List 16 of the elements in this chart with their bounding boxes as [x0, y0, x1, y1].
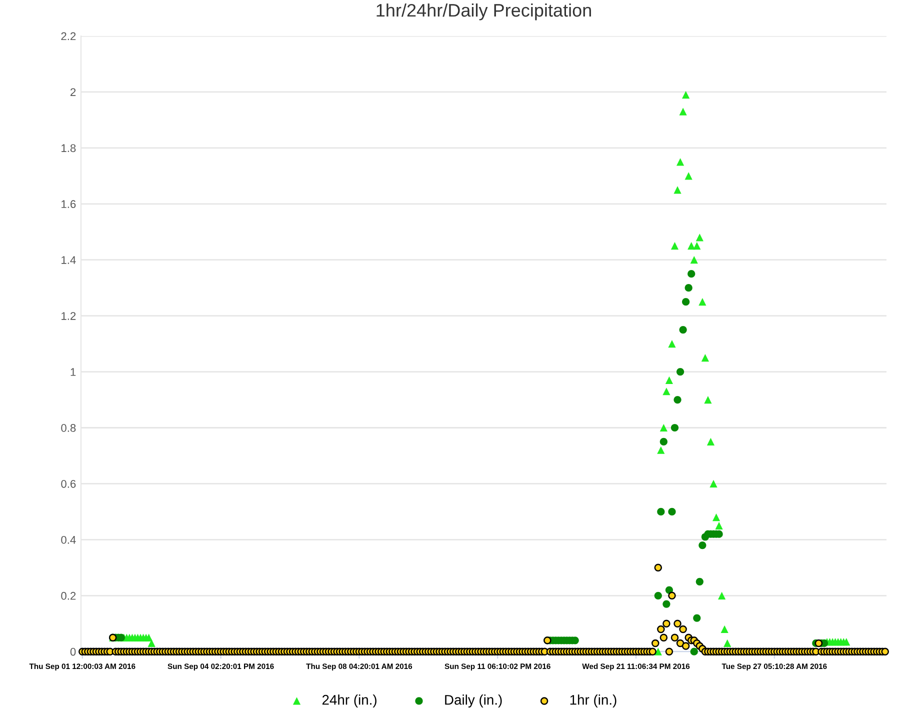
y-tick-label: 1.4 — [62, 256, 76, 264]
chart-title: 1hr/24hr/Daily Precipitation — [376, 3, 591, 20]
y-tick-label: 1.2 — [62, 312, 76, 320]
y-tick-label: 0 — [70, 648, 76, 656]
y-tick-label: 0.6 — [61, 480, 76, 488]
legend-label: Daily (in.) — [445, 694, 502, 708]
y-tick-label: 1.6 — [62, 200, 76, 208]
y-tick-label: 2 — [70, 88, 76, 96]
y-tick-label: 0.4 — [61, 536, 76, 544]
y-tick-label: 2.2 — [61, 32, 76, 40]
legend-label: 24hr (in.) — [322, 694, 376, 708]
y-tick-label: 0.8 — [61, 424, 76, 432]
y-tick-label: 1.8 — [62, 144, 76, 152]
y-tick-label: 1 — [70, 368, 76, 376]
legend-label: 1hr (in.) — [570, 694, 616, 708]
y-tick-label: 0.2 — [61, 592, 76, 600]
